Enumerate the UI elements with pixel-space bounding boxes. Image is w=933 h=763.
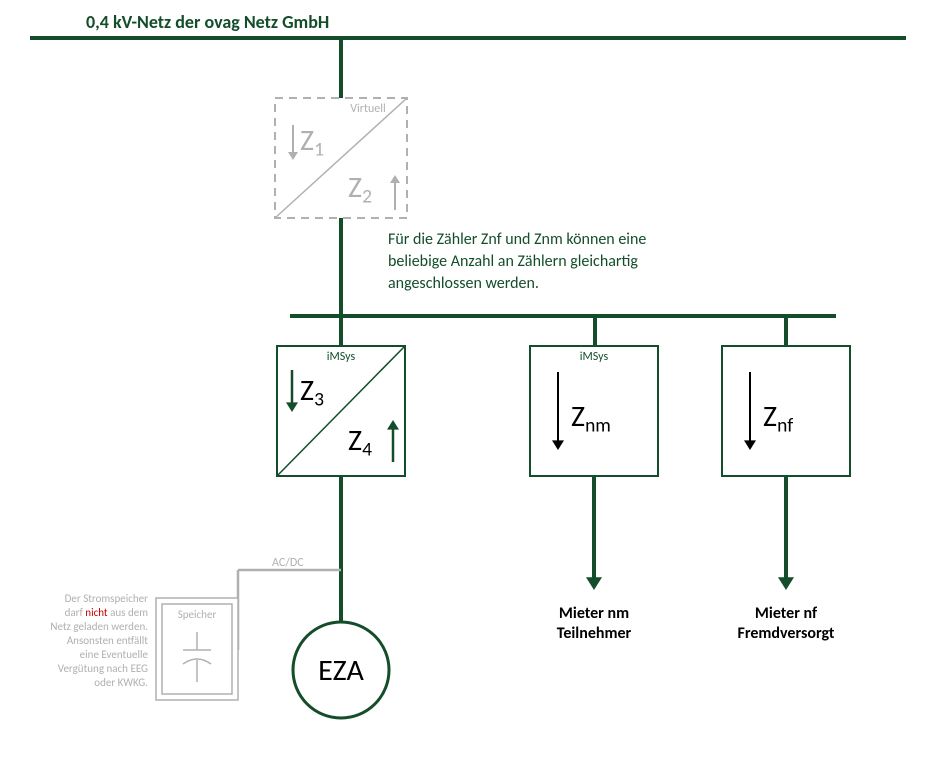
speicher-note-line-1: darf nicht aus dem [65,606,149,619]
speicher-note-line-2: Netz geladen werden. [50,620,148,633]
note-line-2: angeschlossen werden. [388,274,539,293]
mieter-nm-l2: Teilnehmer [557,624,632,643]
virtual-label: Virtuell [350,102,386,116]
znf-box [722,346,850,476]
speicher-note-line-6: oder KWKG. [94,676,148,689]
mieter-nf-l1: Mieter nf [755,604,818,623]
znm-box [530,346,658,476]
mieter-nm-l1: Mieter nm [559,604,629,623]
arrow-head-icon [778,577,794,590]
page-title: 0,4 kV-Netz der ovag Netz GmbH [86,11,329,33]
z34-imsys-label: iMSys [327,350,356,364]
note-line-0: Für die Zähler Znf und Znm können eine [388,230,646,249]
mieter-nf-l2: Fremdversorgt [738,624,835,643]
eza-label: EZA [318,652,364,689]
speicher-note-line-5: Vergütung nach EEG [58,662,148,675]
note-line-1: beliebige Anzahl an Zählern gleichartig [388,252,638,271]
speicher-note-line-4: eine Eventuelle [80,648,149,661]
speicher-note-line-0: Der Stromspeicher [65,592,149,605]
speicher-label: Speicher [178,608,217,621]
znm-imsys-label: iMSys [580,350,609,364]
arrow-head-icon [586,577,602,590]
speicher-note-line-3: Ansonsten entfällt [67,634,148,647]
acdc-label: AC/DC [272,556,304,570]
